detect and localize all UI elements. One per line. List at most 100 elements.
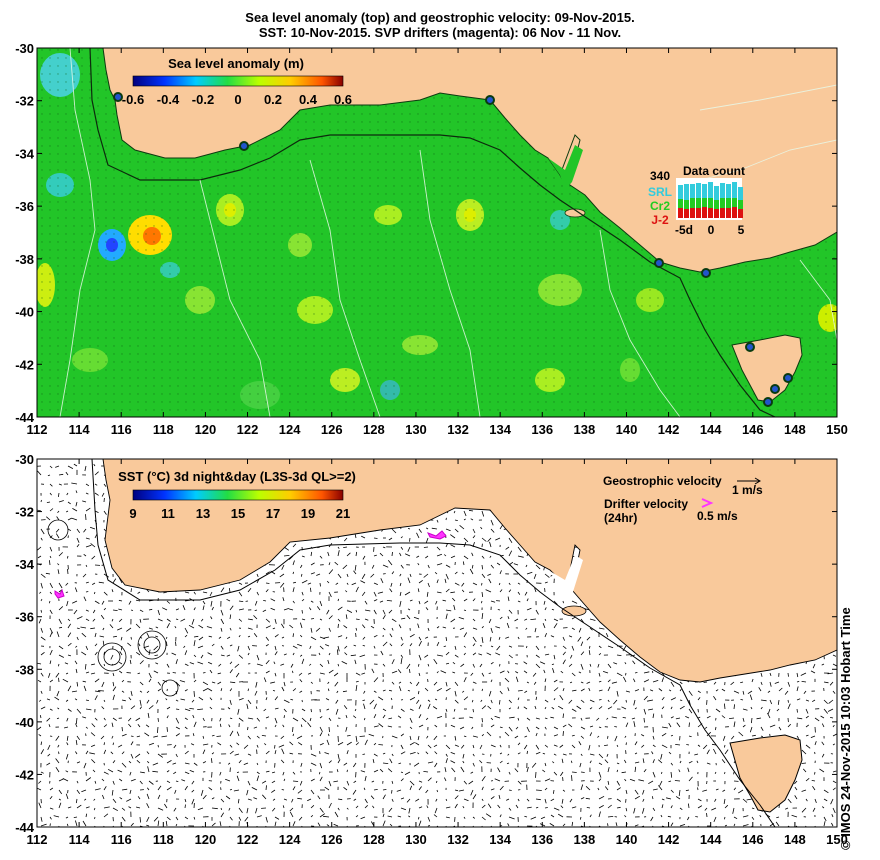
y-tick-label: -32 bbox=[15, 505, 34, 520]
count-bar-cr2 bbox=[708, 198, 713, 208]
x-tick-label: 124 bbox=[279, 422, 301, 437]
colorbar-tick-label: 11 bbox=[161, 506, 175, 521]
x-tick-label: 150 bbox=[826, 832, 848, 847]
count-bar-srl bbox=[696, 183, 701, 198]
velocity-map-frame bbox=[36, 458, 838, 828]
count-bar-j2 bbox=[702, 207, 707, 218]
x-tick-label: 122 bbox=[237, 832, 259, 847]
data-count-title: Data count bbox=[683, 164, 745, 178]
sst-colorbar bbox=[132, 489, 344, 501]
colorbar-tick-label: -0.6 bbox=[122, 92, 144, 107]
x-tick-label: 144 bbox=[700, 832, 722, 847]
count-bar-srl bbox=[732, 182, 737, 198]
imos-credit: © IMOS 24-Nov-2015 10:03 Hobart Time bbox=[838, 607, 853, 850]
map-title-line2: SST: 10-Nov-2015. SVP drifters (magenta)… bbox=[258, 25, 622, 40]
sla-map-panel bbox=[37, 48, 837, 417]
y-tick-label: -42 bbox=[15, 357, 34, 372]
y-tick-label: -36 bbox=[15, 199, 34, 214]
count-bar-j2 bbox=[696, 208, 701, 218]
x-tick-label: 128 bbox=[363, 422, 385, 437]
y-tick-label: -30 bbox=[15, 452, 34, 467]
drifter-tracks bbox=[54, 530, 447, 599]
y-tick-label: -30 bbox=[15, 41, 34, 56]
colorbar-tick-label: -0.2 bbox=[192, 92, 214, 107]
count-bar-srl bbox=[702, 184, 707, 198]
x-tick-label: 138 bbox=[574, 832, 596, 847]
x-tick-label: 124 bbox=[279, 832, 301, 847]
count-bar-cr2 bbox=[684, 200, 689, 209]
x-tick-label: 112 bbox=[27, 832, 48, 847]
count-bar-srl bbox=[684, 184, 689, 200]
x-tick-label: 134 bbox=[489, 422, 511, 437]
x-tick-label: 136 bbox=[531, 832, 553, 847]
count-bar-cr2 bbox=[738, 200, 743, 209]
x-tick-label: 112 bbox=[27, 422, 48, 437]
count-bar-j2 bbox=[732, 207, 737, 218]
count-bar-j2 bbox=[690, 208, 695, 218]
x-tick-label: 116 bbox=[111, 422, 132, 437]
x-tick-label: 130 bbox=[405, 832, 427, 847]
x-tick-label: 140 bbox=[616, 422, 638, 437]
count-bar-j2 bbox=[684, 209, 689, 218]
data-count-tick: 0 bbox=[708, 223, 715, 237]
count-bar-cr2 bbox=[696, 198, 701, 208]
count-bar-j2 bbox=[714, 209, 719, 218]
count-bar-cr2 bbox=[726, 198, 731, 208]
y-tick-label: -42 bbox=[15, 767, 34, 782]
count-bar-cr2 bbox=[702, 198, 707, 207]
x-tick-label: 144 bbox=[700, 422, 722, 437]
x-tick-label: 122 bbox=[237, 422, 259, 437]
sla-legend-title: Sea level anomaly (m) bbox=[168, 56, 304, 71]
colorbar-tick-label: 0.6 bbox=[334, 92, 352, 107]
x-tick-label: 118 bbox=[153, 422, 174, 437]
x-tick-label: 126 bbox=[321, 832, 343, 847]
drifter-scale-label: 0.5 m/s bbox=[697, 509, 738, 523]
colorbar-tick-label: 17 bbox=[266, 506, 280, 521]
x-tick-label: 146 bbox=[742, 832, 764, 847]
x-tick-label: 128 bbox=[363, 832, 385, 847]
y-tick-label: -44 bbox=[15, 820, 35, 835]
x-tick-label: 146 bbox=[742, 422, 764, 437]
colorbar-tick-label: 0 bbox=[234, 92, 241, 107]
x-tick-label: 116 bbox=[111, 832, 132, 847]
x-tick-label: 148 bbox=[784, 422, 806, 437]
x-tick-label: 118 bbox=[153, 832, 174, 847]
x-tick-label: 142 bbox=[658, 422, 680, 437]
tasmania-land-bottom bbox=[729, 734, 803, 813]
x-tick-label: 150 bbox=[826, 422, 848, 437]
colorbar-tick-label: 21 bbox=[336, 506, 350, 521]
count-bar-cr2 bbox=[720, 198, 725, 208]
y-tick-label: -34 bbox=[15, 146, 35, 161]
count-bar-srl bbox=[690, 184, 695, 198]
sla-map-frame bbox=[36, 47, 838, 418]
count-bar-srl bbox=[714, 186, 719, 200]
map-title-line1: Sea level anomaly (top) and geostrophic … bbox=[245, 10, 635, 25]
x-tick-label: 138 bbox=[574, 422, 596, 437]
x-tick-label: 140 bbox=[616, 832, 638, 847]
count-bar-j2 bbox=[720, 208, 725, 218]
colorbar-tick-label: 9 bbox=[129, 506, 136, 521]
y-tick-label: -32 bbox=[15, 94, 34, 109]
tide-gauge-markers bbox=[113, 92, 793, 407]
x-tick-label: 142 bbox=[658, 832, 680, 847]
x-tick-label: 120 bbox=[195, 422, 217, 437]
drifter-interval-label: (24hr) bbox=[604, 511, 637, 525]
y-tick-label: -38 bbox=[15, 662, 34, 677]
data-count-inset: Data count 340 SRL Cr2 J-2 -5d 0 5 bbox=[648, 164, 745, 237]
x-tick-label: 114 bbox=[69, 422, 91, 437]
y-tick-label: -36 bbox=[15, 610, 34, 625]
drifter-velocity-label: Drifter velocity bbox=[604, 497, 688, 511]
velocity-map-panel bbox=[37, 459, 837, 827]
x-tick-label: 120 bbox=[195, 832, 217, 847]
x-tick-label: 132 bbox=[447, 832, 469, 847]
count-bar-srl bbox=[726, 184, 731, 198]
axis-ticks: 112 114 116 118 120 122 124 126 128 130 132 134 136 1… bbox=[15, 41, 848, 847]
count-bar-j2 bbox=[708, 208, 713, 218]
geostrophic-velocity-label: Geostrophic velocity bbox=[603, 474, 722, 488]
count-bar-srl bbox=[708, 182, 713, 198]
y-tick-label: -40 bbox=[15, 715, 34, 730]
y-tick-label: -44 bbox=[15, 410, 35, 425]
series-cr2-label: Cr2 bbox=[650, 199, 670, 213]
y-tick-label: -38 bbox=[15, 252, 34, 267]
